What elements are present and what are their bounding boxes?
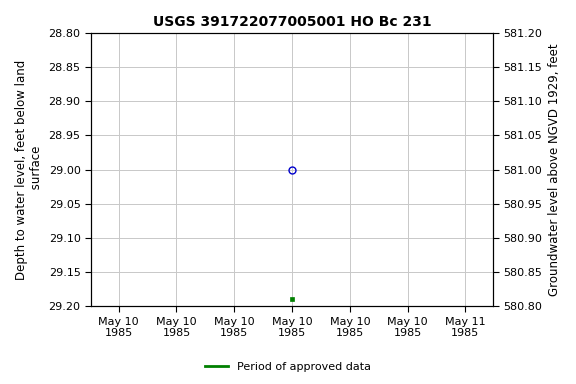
Y-axis label: Groundwater level above NGVD 1929, feet: Groundwater level above NGVD 1929, feet — [548, 43, 561, 296]
Legend: Period of approved data: Period of approved data — [201, 358, 375, 377]
Title: USGS 391722077005001 HO Bc 231: USGS 391722077005001 HO Bc 231 — [153, 15, 431, 29]
Y-axis label: Depth to water level, feet below land
 surface: Depth to water level, feet below land su… — [15, 60, 43, 280]
